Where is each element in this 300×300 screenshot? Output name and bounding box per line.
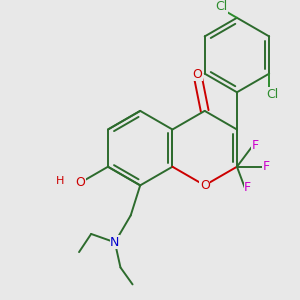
Text: Cl: Cl <box>266 88 278 100</box>
Text: O: O <box>200 179 210 192</box>
Text: H: H <box>56 176 64 186</box>
Text: F: F <box>262 160 269 173</box>
Text: F: F <box>244 181 251 194</box>
Text: F: F <box>252 140 259 152</box>
Text: N: N <box>110 236 120 249</box>
Text: O: O <box>76 176 85 189</box>
Text: Cl: Cl <box>215 0 228 13</box>
Text: O: O <box>193 68 202 81</box>
